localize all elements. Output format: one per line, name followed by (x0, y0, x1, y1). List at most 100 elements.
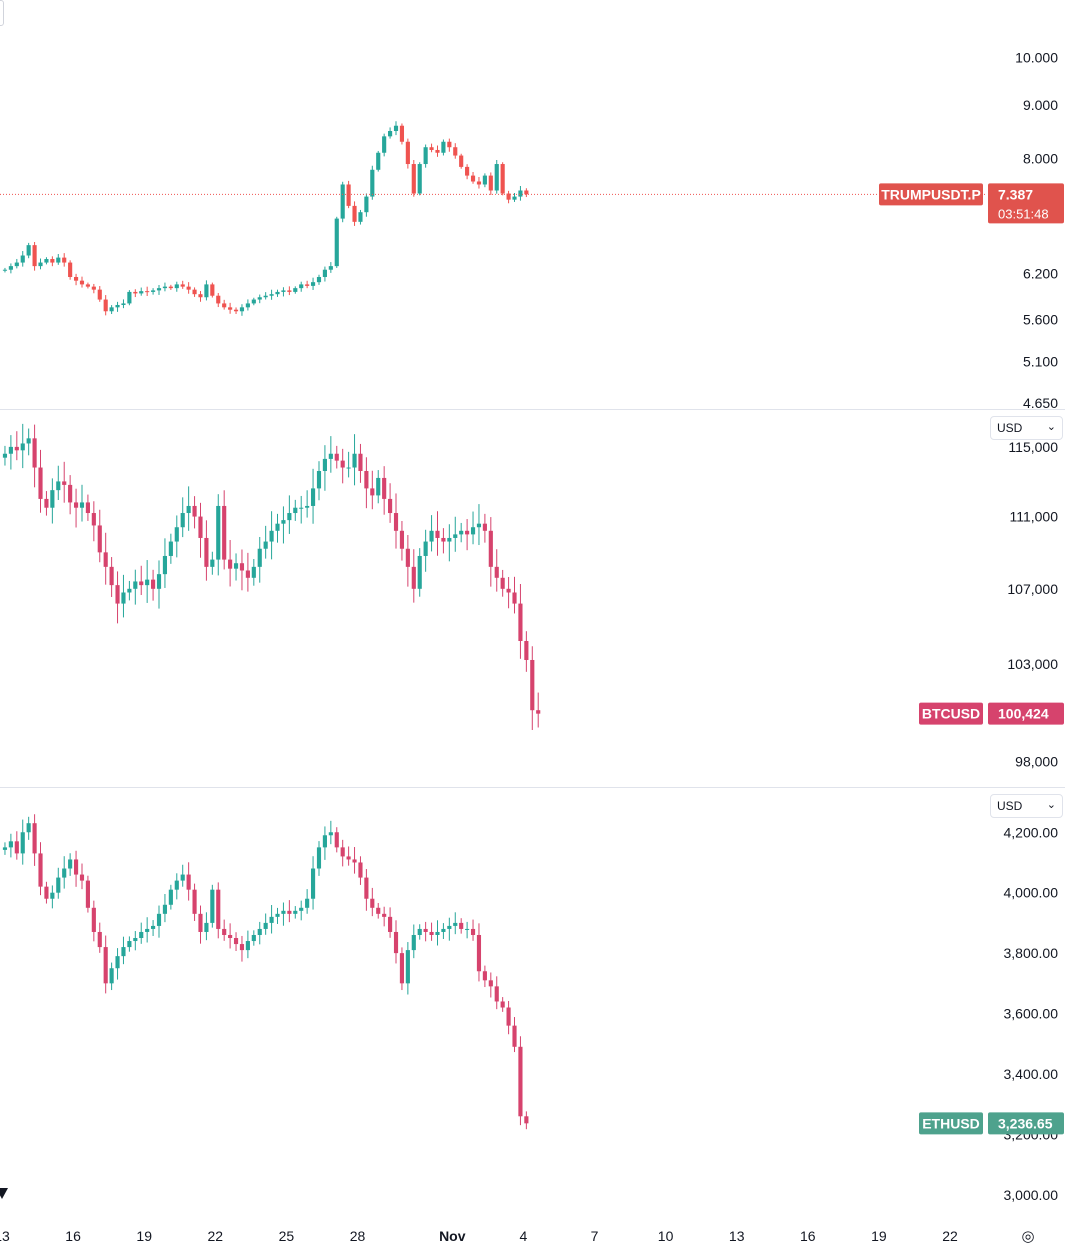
candle-body (411, 566, 416, 589)
candle-body (364, 196, 369, 213)
candle-body (281, 290, 286, 292)
trump-price-axis[interactable]: 10.000 9.000 8.000 6.200 5.600 5.100 4.650 (1015, 50, 1058, 411)
btc-currency-select[interactable]: USD ⌄ (990, 416, 1063, 440)
candle-body (328, 832, 333, 836)
candle-body (376, 907, 381, 914)
x-tick-label: 13 (729, 1228, 745, 1244)
x-tick-label: 16 (800, 1228, 816, 1244)
candle-body (411, 934, 416, 951)
candle-body (85, 284, 90, 287)
candle-body (328, 453, 333, 459)
candle-body (162, 555, 168, 575)
candle-body (251, 934, 256, 942)
candle-body (263, 295, 268, 298)
time-axis[interactable]: 13 16 19 22 25 28 Nov 4 7 10 13 16 19 22 (0, 1228, 958, 1244)
candle-body (305, 898, 310, 908)
candle-body (269, 530, 274, 542)
candle-body (228, 559, 233, 569)
pane-corner-button[interactable] (0, 0, 4, 26)
candle-body (115, 956, 120, 969)
y-tick-label: 9.000 (1023, 97, 1058, 113)
candle-body (482, 523, 487, 531)
candle-body (121, 303, 126, 305)
candle-body (180, 874, 185, 881)
candle-body (121, 592, 126, 604)
candle-body (488, 175, 493, 191)
candle-body (459, 155, 464, 167)
candle-body (530, 659, 535, 711)
candle-body (20, 443, 25, 451)
candle-body (204, 537, 209, 567)
gear-icon[interactable]: ◎ (1021, 1228, 1035, 1245)
candle-body (115, 304, 120, 308)
y-tick-label: 6.200 (1023, 265, 1058, 281)
candle-body (257, 297, 262, 300)
candle-body (68, 859, 73, 869)
candle-body (2, 269, 8, 271)
candle-body (174, 527, 179, 542)
y-tick-label: 115,000 (1008, 439, 1058, 455)
candle-body (174, 284, 179, 289)
candle-body (382, 477, 387, 499)
candle-body (168, 541, 173, 556)
candle-body (453, 534, 458, 538)
candle-body (340, 184, 345, 219)
candle-body (305, 505, 310, 508)
candle-body (281, 520, 286, 524)
candle-body (305, 284, 310, 286)
btc-currency-label: USD (997, 421, 1023, 435)
candle-body (121, 947, 126, 957)
candle-body (417, 555, 422, 589)
candle-body (20, 832, 25, 854)
eth-price-axis[interactable]: 4,200.00 4,000.00 3,800.00 3,600.00 3,400.00… (1004, 824, 1059, 1203)
candle-body (310, 488, 316, 506)
candle-body (85, 502, 90, 514)
candle-body (79, 280, 85, 285)
candle-body (26, 245, 31, 256)
candle-body (447, 925, 452, 929)
candle-body (322, 269, 327, 277)
btc-price-axis[interactable]: 115,000 111,000 107,000 103,000 98,000 (1007, 439, 1058, 770)
candle-body (393, 931, 399, 954)
candle-body (32, 245, 37, 267)
candle-body (500, 164, 505, 194)
candle-body (127, 941, 132, 948)
candle-body (14, 262, 19, 267)
candle-body (500, 577, 505, 589)
candle-body (139, 931, 144, 939)
x-tick-label: 16 (65, 1228, 81, 1244)
x-tick-label: Nov (439, 1228, 466, 1244)
candle-body (494, 566, 499, 578)
candle-body (435, 149, 440, 153)
x-tick-label: 13 (0, 1228, 10, 1244)
candle-body (435, 931, 440, 935)
candle-body (447, 537, 452, 542)
candle-body (180, 284, 185, 287)
candle-body (388, 916, 393, 932)
y-tick-label: 3,400.00 (1004, 1066, 1059, 1082)
candle-body (204, 284, 209, 298)
candle-body (168, 286, 173, 289)
candle-body (287, 910, 292, 914)
candle-body (91, 513, 96, 526)
last-price-tag (988, 1112, 1064, 1135)
candle-body (429, 147, 434, 150)
candle-body (506, 1007, 511, 1026)
candle-body (91, 907, 96, 932)
candle-body (145, 291, 150, 293)
candle-body (145, 928, 150, 932)
candle-body (417, 164, 422, 194)
candle-body (382, 913, 387, 917)
candle-body (453, 147, 458, 156)
candle-body (192, 505, 197, 517)
candle-body (476, 181, 482, 185)
candle-body (518, 603, 523, 642)
eth-currency-select[interactable]: USD ⌄ (990, 794, 1063, 818)
trump-candles (2, 121, 529, 316)
candle-body (293, 507, 298, 514)
candle-body (423, 541, 428, 556)
candle-body (441, 537, 446, 542)
price-tags: TRUMPUSDT.P 7.387 03:51:48 BTCUSD 100,424 ETH… (0, 183, 1064, 1135)
candle-body (222, 303, 227, 308)
